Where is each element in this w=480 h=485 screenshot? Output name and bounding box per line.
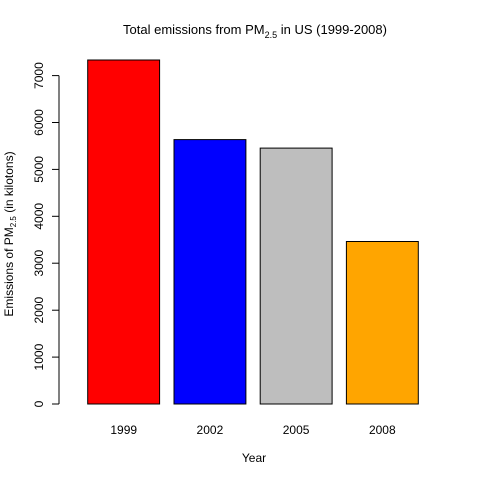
y-tick-label: 6000	[32, 109, 46, 136]
y-tick-label: 7000	[32, 62, 46, 89]
chart-title-suffix: in US (1999-2008)	[277, 22, 387, 37]
x-tick-label: 2005	[283, 423, 310, 437]
x-tick-label: 1999	[110, 423, 137, 437]
chart-title-prefix: Total emissions from PM	[123, 22, 265, 37]
chart-title: Total emissions from PM2.5 in US (1999-2…	[123, 22, 387, 40]
y-tick-label: 2000	[32, 297, 46, 324]
y-axis: 0 1000 2000 3000 4000 5000 6000 7000	[32, 62, 60, 407]
y-tick-label: 4000	[32, 203, 46, 230]
x-tick-labels: 1999 2002 2005 2008	[110, 423, 396, 437]
y-tick-label: 1000	[32, 343, 46, 370]
bars-group	[87, 59, 419, 405]
y-axis-label-prefix: Emissions of PM	[2, 227, 16, 316]
bar-2005	[259, 147, 333, 405]
y-tick-label: 0	[32, 400, 46, 407]
x-tick-label: 2008	[369, 423, 396, 437]
y-tick-label: 3000	[32, 250, 46, 277]
x-tick-label: 2002	[197, 423, 224, 437]
chart-title-subscript: 2.5	[265, 30, 278, 40]
y-axis-label-suffix: (in kilotons)	[2, 151, 16, 216]
x-axis-label: Year	[242, 451, 266, 465]
y-axis-label-subscript: 2.5	[9, 216, 18, 228]
y-tick-label: 5000	[32, 156, 46, 183]
y-axis-label: Emissions of PM2.5 (in kilotons)	[2, 151, 18, 316]
bar-2008	[345, 241, 419, 405]
bar-1999	[87, 59, 161, 405]
bar-2002	[173, 139, 247, 405]
